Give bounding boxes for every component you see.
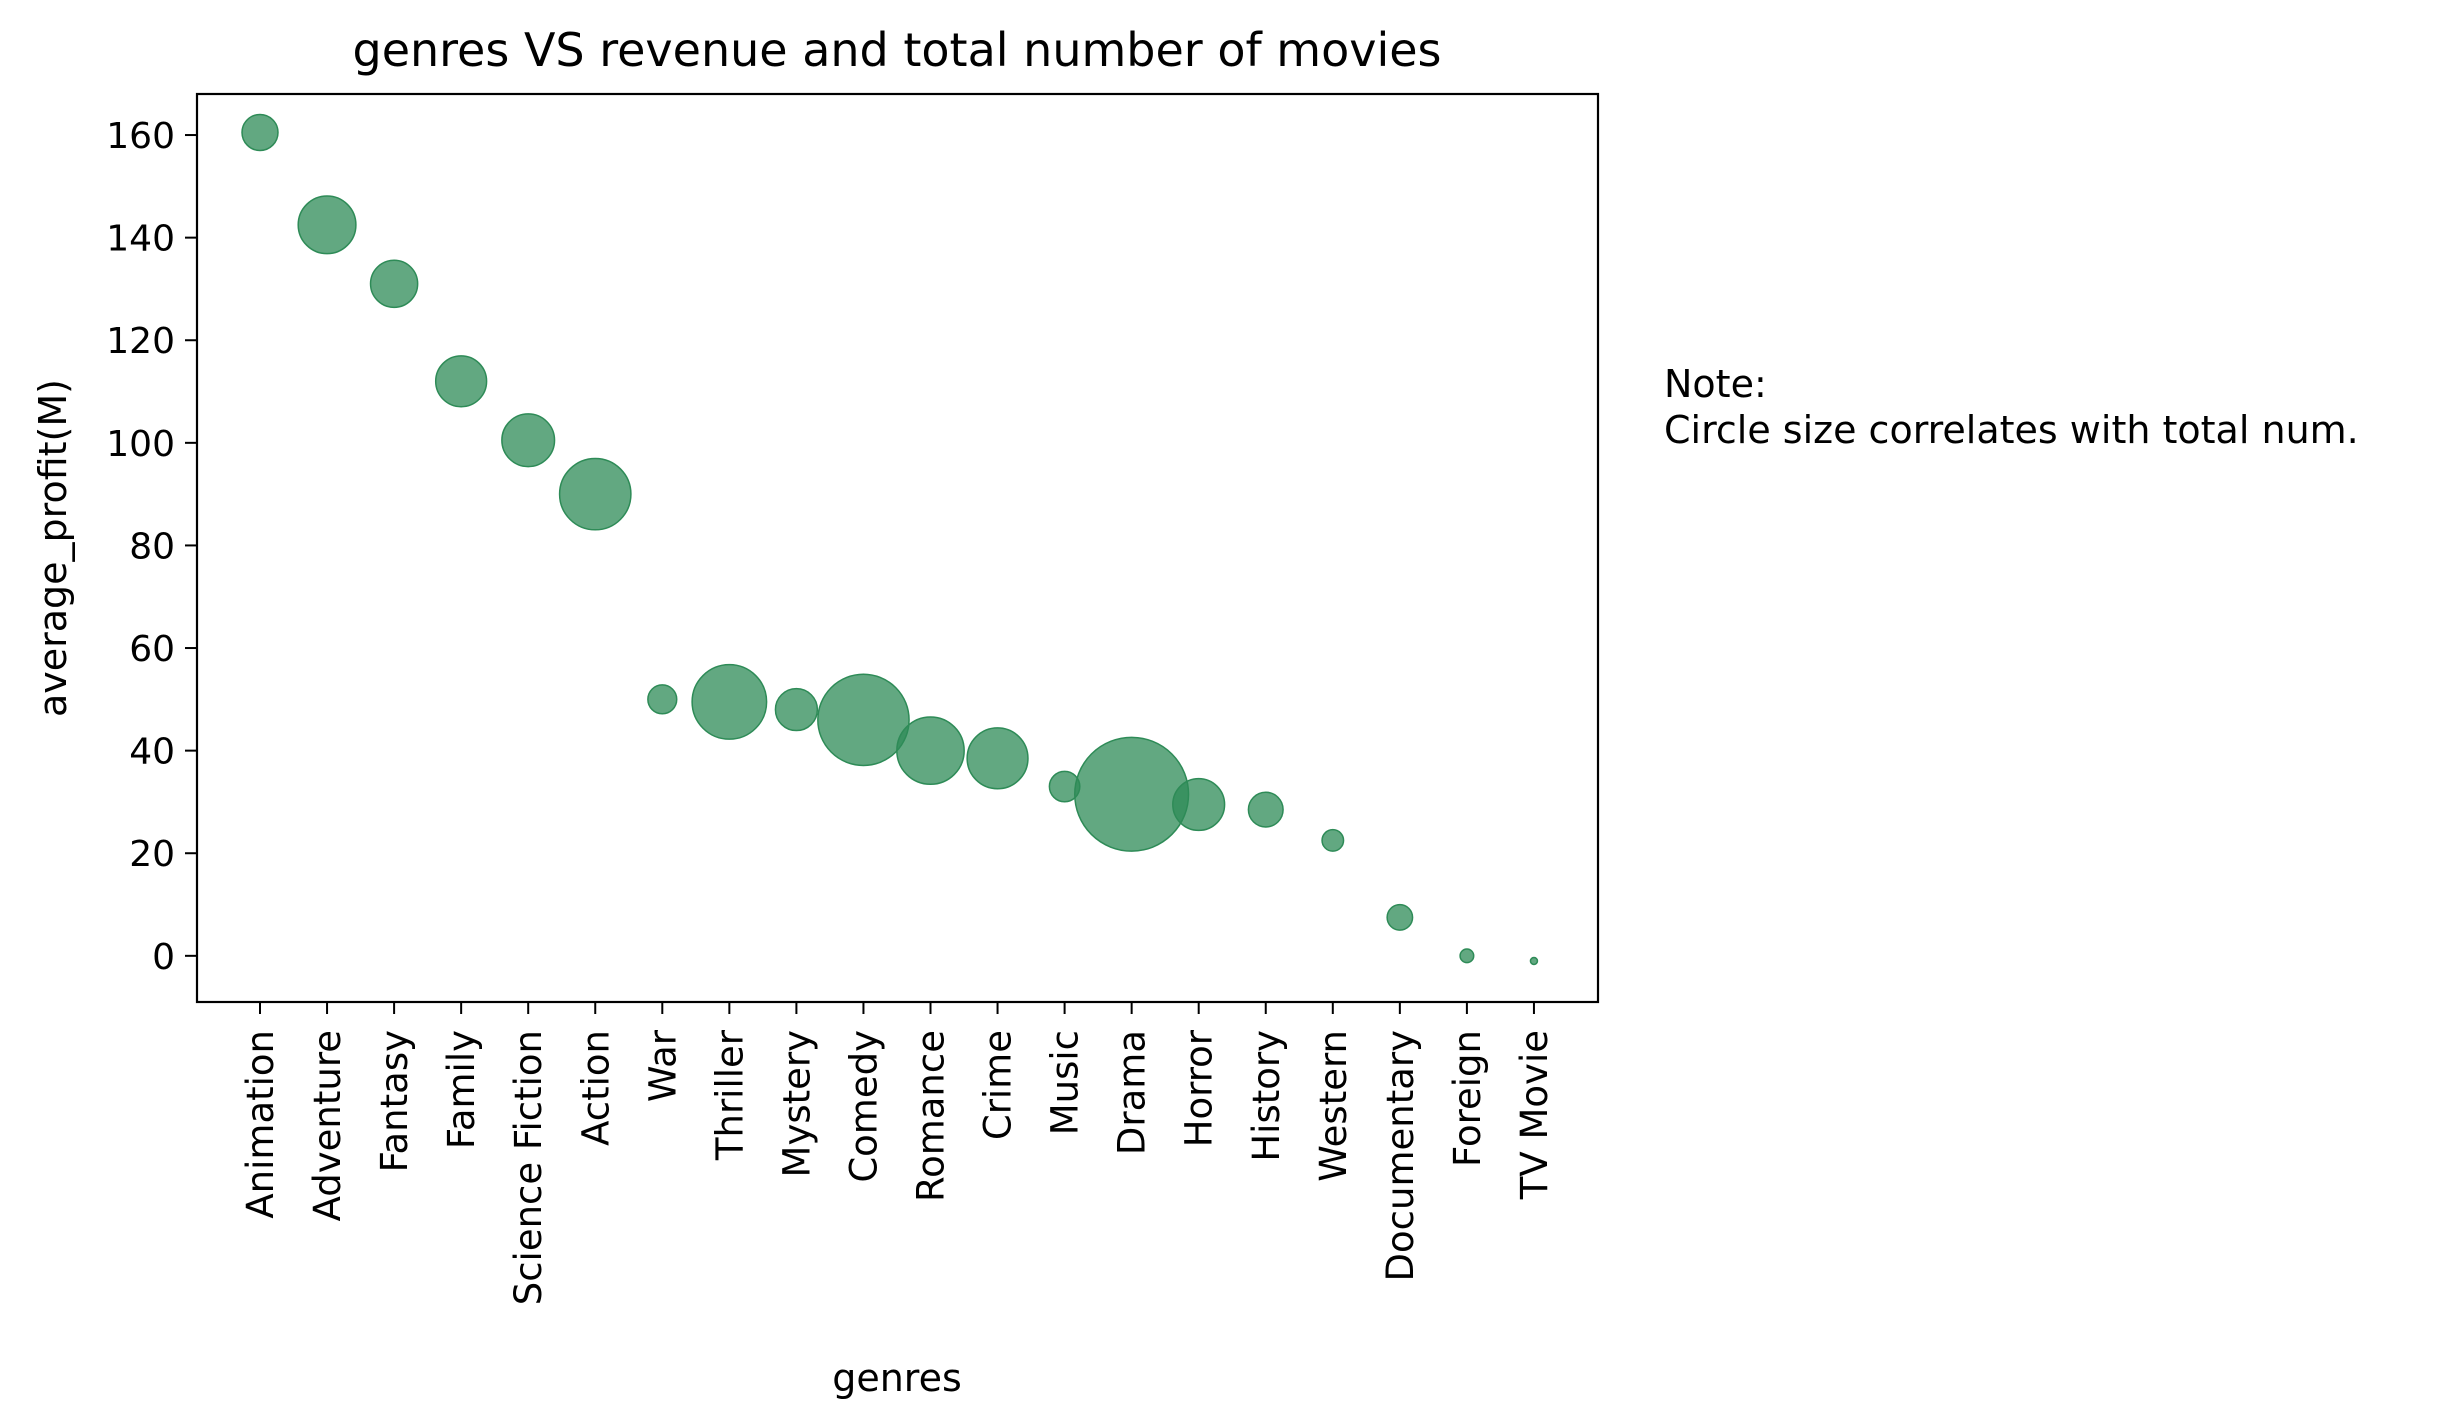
x-tick-label: History (1245, 1030, 1288, 1162)
x-tick-label: Thriller (708, 1029, 751, 1161)
x-tick-label: Foreign (1446, 1030, 1489, 1167)
x-tick-label: Horror (1178, 1029, 1221, 1147)
bubble-horror (1172, 777, 1226, 832)
bubble-drama (1074, 736, 1190, 852)
chart-title: genres VS revenue and total number of mo… (353, 23, 1442, 77)
x-tick-label: TV Movie (1513, 1030, 1556, 1200)
x-tick-label: War (641, 1029, 684, 1102)
x-tick-label: Documentary (1379, 1030, 1422, 1281)
x-tick-label: Comedy (842, 1030, 885, 1183)
bubble-romance (896, 716, 965, 786)
x-tick-label: Science Fiction (507, 1030, 550, 1305)
note-body: Circle size correlates with total num. (1664, 408, 2359, 452)
bubble-animation (241, 113, 279, 152)
x-tick-label: Animation (239, 1030, 282, 1219)
x-axis-label: genres (832, 1356, 962, 1400)
bubble-adventure (297, 195, 357, 255)
x-tick-label: Adventure (306, 1030, 349, 1221)
bubble-science-fiction (501, 413, 556, 468)
bubble-series (241, 113, 1539, 966)
bubble-documentary (1386, 903, 1414, 931)
bubble-thriller (691, 663, 768, 740)
bubble-western (1321, 828, 1345, 852)
x-tick-label: Crime (977, 1030, 1020, 1140)
bubble-foreign (1459, 948, 1475, 964)
plot-frame (195, 92, 1600, 1004)
bubble-war (647, 684, 678, 715)
y-tick-label: 20 (129, 834, 175, 875)
x-tick-label: Music (1044, 1030, 1087, 1135)
y-tick-label: 160 (106, 116, 175, 157)
bubble-action (558, 457, 632, 531)
bubble-crime (966, 727, 1029, 790)
y-axis-label: average_profit(M) (31, 379, 75, 717)
bubble-family (434, 355, 488, 408)
x-axis: Animation Adventure Fantasy Family Science F… (239, 1002, 1556, 1305)
bubble-comedy (817, 673, 910, 767)
x-tick-label: Drama (1111, 1030, 1154, 1155)
bubble-fantasy (369, 259, 419, 309)
x-tick-label: Fantasy (373, 1030, 416, 1172)
x-tick-label: Family (440, 1030, 483, 1149)
note-heading: Note: (1664, 362, 1767, 406)
bubble-mystery (774, 687, 819, 732)
y-tick-label: 100 (106, 424, 175, 465)
y-tick-label: 40 (129, 732, 175, 773)
y-tick-label: 60 (129, 629, 175, 670)
x-tick-label: Mystery (775, 1030, 818, 1177)
x-tick-label: Romance (910, 1030, 953, 1202)
plot-area (195, 92, 1600, 1004)
y-tick-label: 120 (106, 321, 175, 362)
y-tick-label: 140 (106, 219, 175, 260)
y-tick-label: 80 (129, 526, 175, 567)
y-axis: 0 20 40 60 80 100 120 140 160 (106, 116, 197, 978)
x-tick-label: Western (1312, 1030, 1355, 1182)
y-tick-label: 0 (152, 937, 175, 978)
bubble-tv-movie (1529, 956, 1539, 966)
bubble-history (1247, 791, 1284, 828)
x-tick-label: Action (574, 1030, 617, 1146)
